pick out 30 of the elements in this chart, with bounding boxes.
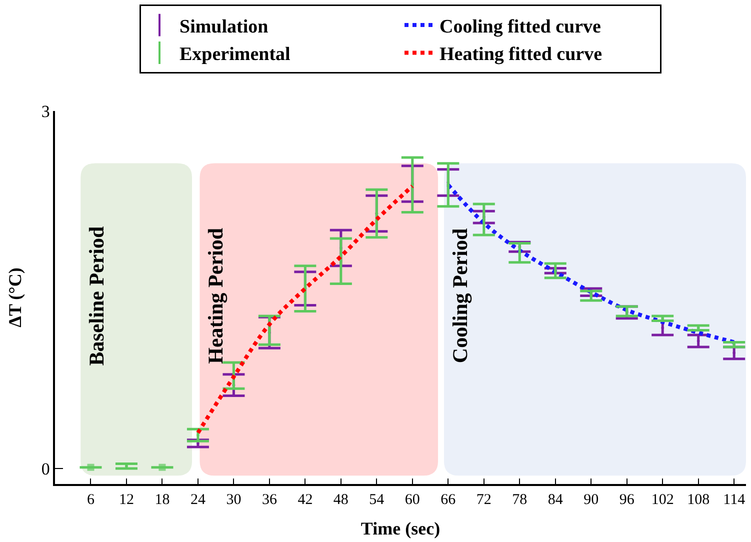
x-tick-label: 114 (723, 492, 746, 508)
x-axis-title: Time (sec) (360, 518, 440, 538)
x-tick-label: 6 (86, 492, 95, 508)
x-tick-label: 30 (226, 492, 242, 508)
band-label: Heating Period (204, 228, 228, 364)
x-tick-label: 102 (651, 492, 674, 508)
x-tick-label: 12 (118, 492, 134, 508)
x-tick-label: 96 (619, 492, 635, 508)
y-tick-label: 3 (41, 102, 50, 121)
x-tick-label: 42 (298, 492, 313, 508)
band-label: Cooling Period (448, 228, 472, 364)
legend-label: Cooling fitted curve (440, 16, 601, 38)
x-tick-label: 90 (584, 492, 599, 508)
x-tick-label: 84 (548, 492, 564, 508)
y-tick-label: 0 (41, 459, 50, 478)
x-tick-label: 66 (440, 492, 456, 508)
x-tick-label: 36 (262, 492, 278, 508)
x-tick-label: 54 (369, 492, 385, 508)
x-tick-label: 18 (154, 492, 170, 508)
x-tick-label: 72 (476, 492, 492, 508)
x-tick-label: 78 (512, 492, 528, 508)
x-tick-label: 24 (190, 492, 206, 508)
x-tick-label: 48 (333, 492, 348, 508)
band-label: Baseline Period (84, 226, 108, 366)
legend-label: Experimental (180, 44, 290, 66)
legend-label: Heating fitted curve (440, 44, 602, 66)
y-axis-title: ΔT (°C) (5, 268, 26, 328)
x-tick-label: 60 (404, 492, 420, 508)
x-tick-label: 108 (687, 492, 710, 508)
legend-label: Simulation (180, 16, 269, 38)
